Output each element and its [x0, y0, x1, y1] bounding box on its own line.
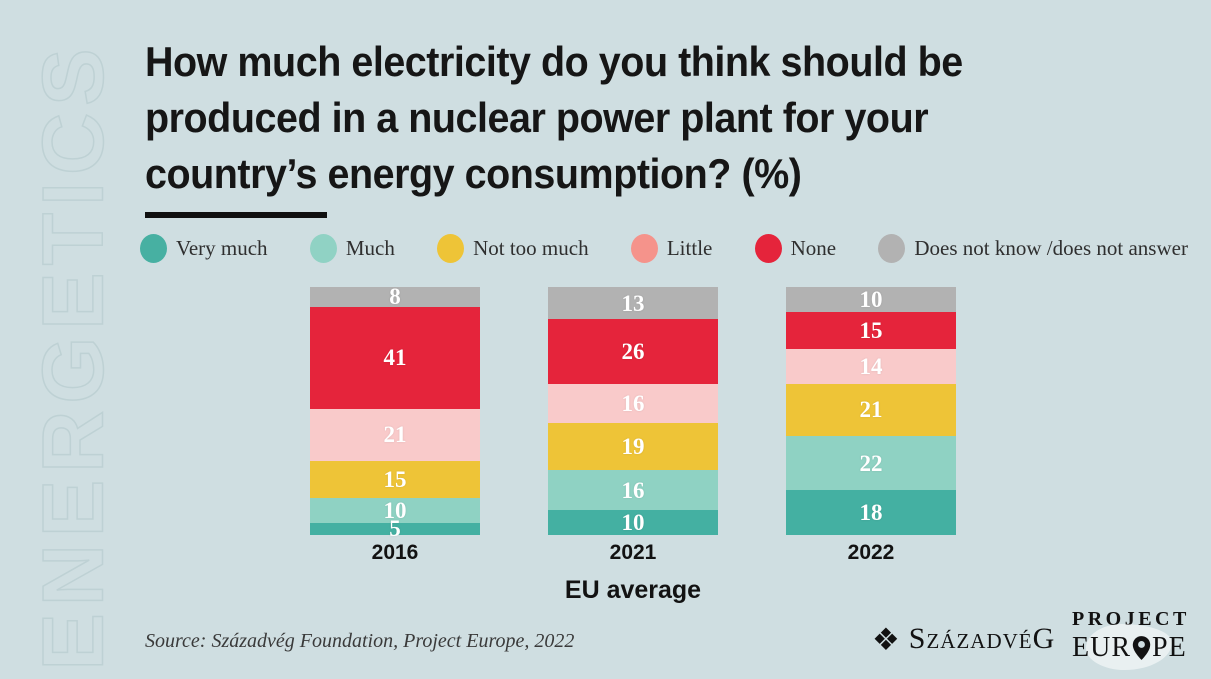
- title-underline: [145, 212, 327, 218]
- page-title: How much electricity do you think should…: [145, 34, 1019, 202]
- segment-2016-not-too-much: 15: [310, 460, 480, 498]
- segment-2022-not-too-much: 21: [786, 383, 956, 436]
- segment-value-label: 18: [859, 500, 883, 526]
- title-line-1: How much electricity do you think should…: [145, 38, 963, 85]
- segment-2022-does-not-know-does-not-answer: 10: [786, 287, 956, 312]
- year-labels: 2016 2021 2022: [310, 541, 956, 567]
- title-line-2: produced in a nuclear power plant for yo…: [145, 94, 929, 141]
- project-europe-line2-left: EUR: [1072, 632, 1131, 663]
- segment-2021-very-much: 10: [548, 510, 718, 535]
- legend-item-not-too-much: Not too much: [437, 233, 589, 263]
- szazadveg-last-letter: G: [1032, 622, 1056, 655]
- segment-value-label: 5: [389, 516, 401, 542]
- szazadveg-logo: ❖ SZÁZADVÉG: [872, 620, 1055, 658]
- legend-item-little: Little: [630, 233, 713, 263]
- szazadveg-wordmark: SZÁZADVÉG: [909, 622, 1056, 656]
- x-axis-label: EU average: [564, 576, 702, 604]
- bar-2016: 8 41 21 15 10 5: [310, 284, 480, 540]
- segment-value-label: 21: [383, 422, 407, 448]
- source-note: Source: Századvég Foundation, Project Eu…: [145, 630, 575, 652]
- legend-item-does-not-know-does-not-answer: Does not know /does not answer: [878, 233, 1188, 263]
- legend-label: None: [790, 235, 837, 260]
- segment-2016-does-not-know-does-not-answer: 8: [310, 284, 480, 310]
- project-europe-line2-right: PE: [1152, 632, 1187, 663]
- diamond-icon: ❖: [872, 621, 900, 657]
- segment-value-label: 41: [383, 345, 407, 371]
- segment-2016-little: 21: [310, 408, 480, 461]
- legend-label: Little: [666, 235, 713, 260]
- segment-value-label: 8: [389, 284, 401, 310]
- segment-value-label: 13: [621, 290, 645, 316]
- legend-item-very-much: Very much: [140, 233, 268, 263]
- legend-dot-little: [630, 233, 658, 263]
- category-label-2021: 2021: [609, 541, 657, 564]
- bar-2021: 13 26 16 19 16 10: [548, 287, 718, 535]
- segment-value-label: 21: [859, 397, 883, 423]
- legend-dot-not-too-much: [437, 233, 465, 263]
- segment-2016-very-much: 5: [310, 517, 480, 540]
- segment-value-label: 16: [621, 391, 645, 417]
- segment-value-label: 16: [621, 477, 645, 503]
- segment-2022-very-much: 18: [786, 490, 956, 535]
- segment-value-label: 19: [621, 434, 645, 460]
- szazadveg-middle-letters: ZÁZADVÉ: [926, 629, 1033, 653]
- segment-2021-much: 16: [548, 470, 718, 511]
- legend-label: Does not know /does not answer: [914, 235, 1188, 260]
- segment-value-label: 10: [859, 286, 883, 312]
- segment-value-label: 15: [859, 317, 883, 343]
- category-label-2016: 2016: [371, 541, 419, 564]
- segment-2022-much: 22: [786, 435, 956, 491]
- segment-value-label: 26: [621, 338, 645, 364]
- legend-dot-much: [309, 233, 337, 263]
- segment-value-label: 15: [383, 466, 407, 492]
- segment-2022-none: 15: [786, 311, 956, 349]
- project-europe-line2: EUR PE: [1072, 624, 1202, 670]
- map-pin-icon: [1132, 636, 1151, 660]
- project-europe-logo: PROJECT EUR PE: [1072, 608, 1202, 670]
- segment-value-label: 22: [859, 450, 883, 476]
- segment-value-label: 10: [383, 497, 407, 523]
- segment-2021-does-not-know-does-not-answer: 13: [548, 287, 718, 320]
- watermark-energetics: ENERGETICS: [25, 41, 123, 672]
- segment-2021-not-too-much: 19: [548, 423, 718, 471]
- title-line-3: country’s energy consumption? (%): [145, 150, 802, 197]
- legend-dot-does-not-know-does-not-answer: [878, 233, 906, 263]
- category-label-2022: 2022: [847, 541, 895, 564]
- legend-label: Much: [345, 235, 395, 260]
- segment-2022-little: 14: [786, 348, 956, 384]
- segment-2016-none: 41: [310, 306, 480, 409]
- legend-dot-none: [754, 233, 782, 263]
- legend-label: Very much: [176, 235, 268, 260]
- segment-value-label: 10: [621, 510, 645, 536]
- legend-dot-very-much: [140, 233, 167, 263]
- segment-2021-little: 16: [548, 383, 718, 424]
- bar-chart: 8 41 21 15 10 5 13 26 16 19 16 10 10 15 14 21 22 18: [310, 284, 956, 540]
- legend-label: Not too much: [473, 235, 589, 260]
- legend-item-much: Much: [309, 233, 395, 263]
- segment-2021-none: 26: [548, 319, 718, 384]
- szazadveg-first-letter: S: [908, 622, 927, 655]
- legend: Very much Much Not too much Little None Does …: [140, 231, 1188, 265]
- legend-item-none: None: [754, 233, 837, 263]
- bar-2022: 10 15 14 21 22 18: [786, 287, 956, 535]
- segment-value-label: 14: [859, 353, 883, 379]
- project-europe-line1: PROJECT: [1072, 608, 1190, 630]
- segment-2016-much: 10: [310, 497, 480, 523]
